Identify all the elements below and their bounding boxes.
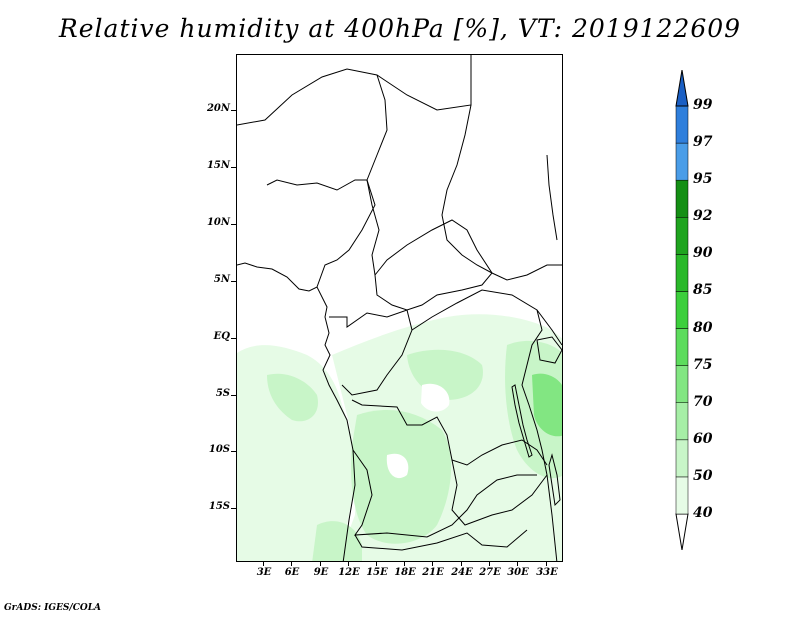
y-tick-label: 20N xyxy=(206,103,230,114)
y-tick-label: EQ xyxy=(213,331,230,342)
colorbar-segment xyxy=(675,328,689,366)
y-tick-mark xyxy=(231,224,236,225)
lake-tanganyika xyxy=(511,384,533,458)
y-tick-label: 10S xyxy=(208,444,230,455)
x-tick-mark xyxy=(263,561,264,566)
colorbar-segments xyxy=(675,70,689,550)
humidity-area-east-core xyxy=(532,373,562,437)
y-tick-label: 15S xyxy=(208,501,230,512)
humidity-clear-patch-2 xyxy=(386,453,409,479)
y-tick-mark xyxy=(231,395,236,396)
x-tick-label: 30E xyxy=(507,567,529,578)
y-tick-mark xyxy=(231,281,236,282)
y-tick-label: 15N xyxy=(206,160,230,171)
colorbar-level-label: 75 xyxy=(693,356,713,373)
x-tick-label: 3E xyxy=(256,567,272,578)
x-tick-label: 18E xyxy=(394,567,416,578)
credit-text: GrADS: IGES/COLA xyxy=(4,603,102,613)
sudan-border xyxy=(441,104,562,281)
colorbar xyxy=(675,70,689,550)
x-tick-mark xyxy=(348,561,349,566)
sahara-border-north xyxy=(237,55,472,126)
colorbar-level-label: 70 xyxy=(693,393,713,410)
map-panel xyxy=(236,54,563,562)
humidity-field xyxy=(237,314,562,561)
y-tick-mark xyxy=(231,110,236,111)
x-tick-mark xyxy=(432,561,433,566)
zambia-border xyxy=(451,459,548,526)
humidity-area-west xyxy=(237,345,357,561)
colorbar-level-label: 50 xyxy=(693,467,713,484)
y-tick-label: 10N xyxy=(206,217,230,228)
humidity-area-coast xyxy=(267,373,318,422)
west-africa-coastline xyxy=(237,262,356,561)
humidity-map xyxy=(237,55,562,561)
x-tick-label: 6E xyxy=(284,567,300,578)
x-tick-mark xyxy=(517,561,518,566)
x-tick-label: 9E xyxy=(313,567,329,578)
nile-channel xyxy=(546,154,558,241)
colorbar-segment xyxy=(675,105,689,144)
colorbar-segment xyxy=(675,291,689,329)
colorbar-level-label: 95 xyxy=(693,171,713,188)
drc-border xyxy=(411,289,562,346)
y-tick-mark xyxy=(231,451,236,452)
humidity-clear-patch xyxy=(421,383,450,412)
x-tick-mark xyxy=(404,561,405,566)
colorbar-level-label: 97 xyxy=(693,134,713,151)
x-tick-label: 24E xyxy=(451,567,473,578)
y-tick-mark xyxy=(231,338,236,339)
x-tick-label: 21E xyxy=(422,567,444,578)
nigeria-border xyxy=(266,179,376,288)
colorbar-segment xyxy=(675,402,689,441)
colorbar-level-label: 90 xyxy=(693,245,713,262)
humidity-area-south xyxy=(312,521,362,561)
colorbar-level-label: 60 xyxy=(693,430,713,447)
angola-border xyxy=(352,449,537,538)
country-borders xyxy=(237,55,562,561)
colorbar-segment xyxy=(675,217,689,255)
colorbar-level-label: 99 xyxy=(693,97,713,113)
x-tick-label: 27E xyxy=(479,567,501,578)
east-africa-border xyxy=(521,309,558,561)
colorbar-segment xyxy=(675,179,689,218)
x-tick-mark xyxy=(291,561,292,566)
y-tick-mark xyxy=(231,167,236,168)
colorbar-bottom-triangle xyxy=(675,513,689,550)
namibia-border xyxy=(354,529,528,551)
drc-south-border xyxy=(351,399,548,466)
x-tick-label: 33E xyxy=(536,567,558,578)
chad-border xyxy=(366,74,388,276)
congo-border xyxy=(329,309,413,396)
colorbar-level-label: 92 xyxy=(693,208,713,225)
x-tick-label: 12E xyxy=(338,567,360,578)
colorbar-level-label: 40 xyxy=(693,505,713,521)
y-tick-mark xyxy=(231,508,236,509)
colorbar-segment xyxy=(675,476,689,515)
colorbar-top-triangle xyxy=(675,70,689,107)
y-tick-label: 5S xyxy=(215,388,230,399)
x-tick-mark xyxy=(376,561,377,566)
lake-malawi xyxy=(548,453,561,507)
x-tick-mark xyxy=(546,561,547,566)
x-tick-mark xyxy=(320,561,321,566)
colorbar-segment xyxy=(675,254,689,292)
lake-victoria xyxy=(536,336,562,364)
x-tick-mark xyxy=(489,561,490,566)
colorbar-segment xyxy=(675,142,689,181)
car-border xyxy=(374,219,493,311)
y-tick-label: 5N xyxy=(213,274,230,285)
colorbar-level-label: 80 xyxy=(693,319,713,336)
colorbar-segment xyxy=(675,365,689,403)
colorbar-segment xyxy=(675,439,689,478)
x-tick-label: 15E xyxy=(366,567,388,578)
map-title: Relative humidity at 400hPa [%], VT: 201… xyxy=(58,14,742,43)
colorbar-level-label: 85 xyxy=(693,282,713,299)
x-tick-mark xyxy=(461,561,462,566)
